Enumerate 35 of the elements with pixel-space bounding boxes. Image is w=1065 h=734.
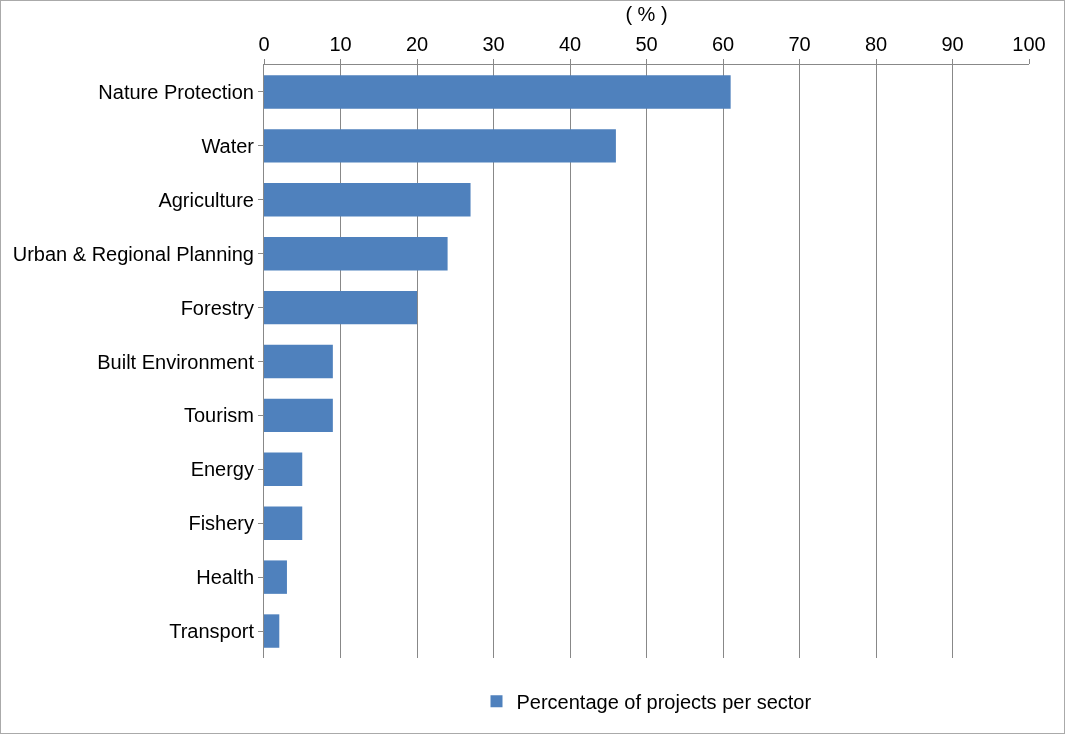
legend-label: Percentage of projects per sector: [516, 691, 812, 714]
bar: [264, 560, 287, 594]
y-tick-label: Water: [201, 134, 255, 157]
y-tick-label: Built Environment: [97, 350, 255, 373]
x-tick-label: 30: [482, 33, 505, 55]
y-tick-label: Urban & Regional Planning: [12, 242, 254, 265]
x-tick-label: 50: [635, 33, 658, 55]
x-tick-label: 100: [1012, 33, 1046, 55]
bar: [264, 290, 417, 325]
x-tick-label: 70: [788, 33, 811, 55]
x-tick-label: 0: [258, 33, 270, 55]
bar: [264, 236, 448, 271]
bar: [264, 452, 303, 487]
y-tick-label: Health: [196, 566, 254, 589]
x-tick-label: 40: [558, 33, 582, 55]
bar: [264, 129, 616, 163]
y-tick-label: Forestry: [180, 296, 254, 319]
x-tick-label: 10: [329, 33, 352, 55]
x-axis-title: ( % ): [625, 2, 668, 25]
x-tick-label: 60: [711, 33, 735, 55]
bar: [264, 75, 731, 109]
bar: [264, 344, 333, 379]
y-tick-label: Tourism: [183, 404, 254, 427]
y-tick-label: Agriculture: [158, 188, 254, 211]
y-tick-label: Transport: [169, 620, 255, 643]
x-tick-label: 90: [941, 33, 964, 55]
bar: [264, 183, 471, 217]
bar: [264, 506, 303, 540]
y-tick-label: Nature Protection: [98, 80, 254, 103]
y-tick-label: Fishery: [188, 512, 254, 535]
bar: [264, 398, 333, 433]
x-tick-label: 80: [864, 33, 888, 55]
x-tick-label: 20: [405, 33, 429, 55]
y-tick-label: Energy: [190, 458, 254, 481]
bar: [264, 614, 280, 648]
